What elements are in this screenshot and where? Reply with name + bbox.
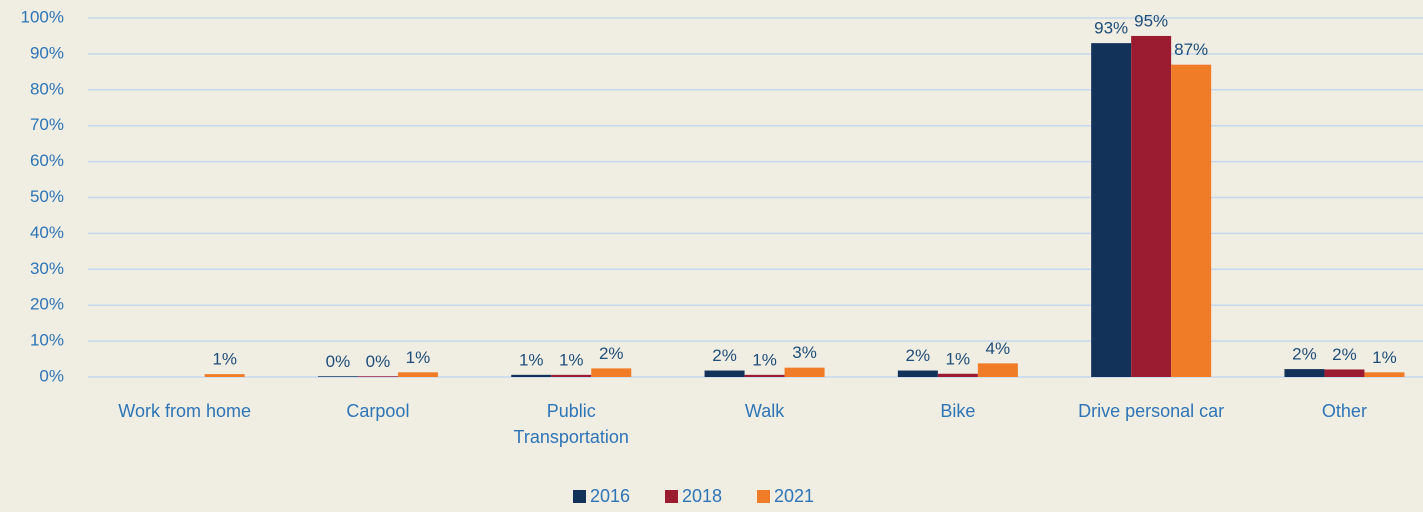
y-tick-label: 30% — [30, 259, 64, 278]
y-tick-label: 60% — [30, 151, 64, 170]
x-tick-label: Bike — [940, 401, 976, 421]
y-tick-label: 10% — [30, 331, 64, 350]
data-label: 93% — [1094, 19, 1128, 38]
x-tick-label: Carpool — [346, 401, 410, 421]
data-label: 2% — [712, 346, 737, 365]
bar — [511, 374, 552, 377]
bar — [317, 376, 358, 377]
y-tick-label: 80% — [30, 79, 64, 98]
data-label: 3% — [792, 343, 817, 362]
bar — [784, 367, 825, 377]
legend-label: 2021 — [774, 486, 814, 506]
data-label: 1% — [946, 349, 971, 368]
data-label: 1% — [212, 350, 237, 369]
x-tick-label: Other — [1321, 401, 1367, 421]
legend-label: 2018 — [682, 486, 722, 506]
x-tick-label: Walk — [744, 401, 785, 421]
bar — [744, 374, 785, 377]
y-tick-label: 50% — [30, 187, 64, 206]
x-tick-label: Public Transportation — [513, 401, 629, 447]
bar — [551, 374, 592, 377]
bar — [357, 376, 398, 377]
bar — [1091, 43, 1132, 377]
data-label: 0% — [326, 352, 351, 371]
y-tick-label: 90% — [30, 43, 64, 62]
y-tick-label: 20% — [30, 295, 64, 314]
data-label: 0% — [366, 352, 391, 371]
bar — [897, 370, 938, 377]
data-label: 1% — [1372, 348, 1397, 367]
legend-swatch — [573, 490, 586, 503]
bar — [1324, 369, 1365, 377]
bar — [1171, 64, 1212, 378]
data-label: 87% — [1174, 40, 1208, 59]
y-tick-label: 0% — [39, 366, 64, 385]
data-label: 2% — [599, 344, 624, 363]
y-tick-label: 70% — [30, 115, 64, 134]
x-tick-label: Drive personal car — [1078, 401, 1225, 421]
data-label: 2% — [1332, 345, 1357, 364]
bar — [591, 368, 632, 377]
data-label: 2% — [906, 346, 931, 365]
bar — [397, 372, 438, 377]
data-label: 4% — [986, 339, 1011, 358]
legend-swatch — [665, 490, 678, 503]
bar — [1131, 35, 1172, 377]
legend-swatch — [757, 490, 770, 503]
data-label: 1% — [406, 348, 431, 367]
data-label: 1% — [752, 350, 777, 369]
bar — [704, 370, 745, 377]
y-tick-label: 40% — [30, 223, 64, 242]
data-label: 2% — [1292, 345, 1317, 364]
data-label: 95% — [1134, 11, 1168, 30]
data-label: 1% — [559, 350, 584, 369]
x-tick-label: Work from home — [118, 401, 251, 421]
bar — [937, 373, 978, 377]
bar — [204, 374, 245, 377]
y-tick-label: 100% — [21, 7, 64, 26]
data-label: 1% — [519, 350, 544, 369]
legend-label: 2016 — [590, 486, 630, 506]
bar — [1284, 369, 1325, 377]
bar — [977, 363, 1018, 377]
bar — [1364, 372, 1405, 377]
